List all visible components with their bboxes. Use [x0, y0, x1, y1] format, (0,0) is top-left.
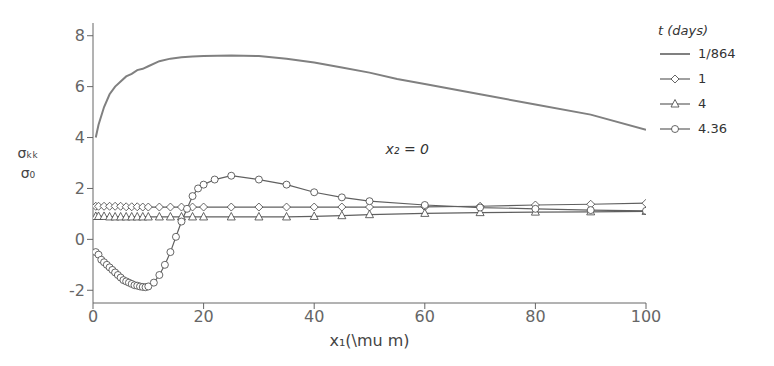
svg-text:0: 0 [75, 230, 85, 249]
svg-text:0: 0 [88, 307, 98, 326]
svg-text:x₁(\mu m): x₁(\mu m) [329, 331, 409, 350]
html-text:1: 1 [698, 71, 707, 86]
html-text:1/864: 1/864 [698, 46, 736, 61]
svg-text:6: 6 [75, 77, 85, 96]
svg-text:8: 8 [75, 26, 85, 45]
svg-text:2: 2 [75, 179, 85, 198]
svg-text:40: 40 [304, 307, 324, 326]
svg-text:-2: -2 [69, 281, 85, 300]
svg-text:60: 60 [415, 307, 435, 326]
html-text:4: 4 [698, 96, 707, 111]
svg-text:80: 80 [525, 307, 545, 326]
svg-text:100: 100 [631, 307, 662, 326]
svg-text:20: 20 [193, 307, 213, 326]
html-text:t (days): t (days) [658, 23, 709, 38]
html-text:σ₀: σ₀ [20, 165, 36, 181]
html-text:σₖₖ: σₖₖ [17, 145, 39, 161]
html-text:4.36: 4.36 [698, 121, 727, 136]
svg-text:x₂ = 0: x₂ = 0 [385, 141, 430, 157]
svg-text:4: 4 [75, 128, 85, 147]
